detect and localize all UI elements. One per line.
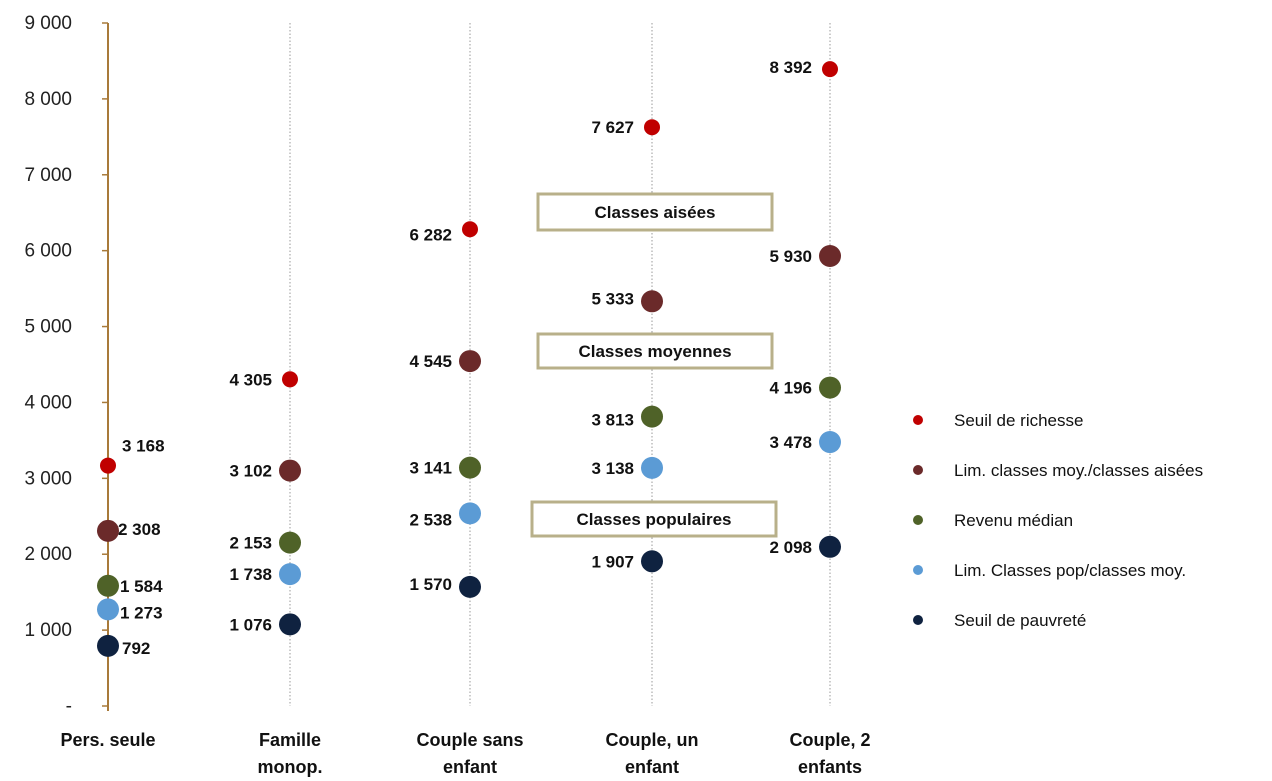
data-label: 3 478 (769, 433, 812, 452)
legend-marker (913, 565, 923, 575)
data-point (459, 502, 481, 525)
data-point (100, 457, 116, 474)
y-tick-label: 7 000 (24, 165, 72, 186)
data-label: 3 138 (591, 459, 634, 478)
data-label: 7 627 (591, 118, 634, 137)
data-point (641, 290, 663, 313)
data-label: 4 545 (409, 352, 452, 371)
class-band-label: Classes populaires (577, 510, 732, 529)
y-tick-label: 8 000 (24, 89, 72, 110)
legend-label: Lim. classes moy./classes aisées (954, 461, 1203, 480)
data-point (819, 244, 841, 267)
x-category-label: Pers. seule (60, 730, 155, 750)
data-label: 5 930 (769, 247, 812, 266)
data-label: 792 (122, 639, 150, 658)
class-band-label: Classes aisées (595, 203, 716, 222)
data-point (97, 519, 119, 542)
data-point (819, 376, 841, 399)
y-tick-label: 6 000 (24, 241, 72, 262)
legend-label: Lim. Classes pop/classes moy. (954, 561, 1186, 580)
data-points (97, 61, 841, 657)
data-label: 1 076 (229, 615, 272, 634)
legend-marker (913, 615, 923, 625)
x-category-label: Couple sans enfant (416, 730, 523, 777)
data-label: 3 102 (229, 462, 272, 481)
y-axis: - 1 000 2 000 3 000 4 000 5 000 6 000 7 000 8 00… (24, 13, 870, 777)
data-label: 2 153 (229, 534, 272, 553)
legend-label: Revenu médian (954, 511, 1073, 530)
data-label: 3 813 (591, 411, 634, 430)
data-label: 6 282 (409, 225, 452, 244)
data-point (462, 221, 478, 238)
data-label: 2 308 (118, 520, 161, 539)
legend-marker (913, 465, 923, 475)
data-label: 1 584 (120, 577, 163, 596)
data-label: 1 273 (120, 603, 163, 622)
x-category-label: Couple, 2 enfants (789, 730, 870, 777)
data-point (97, 574, 119, 597)
data-point (641, 456, 663, 479)
data-point (459, 575, 481, 598)
data-label: 3 141 (409, 459, 452, 478)
class-annotations: Classes aisées Classes moyennes Classes po… (530, 192, 778, 538)
legend-label: Seuil de richesse (954, 411, 1083, 430)
data-point (279, 613, 301, 636)
y-tick-label: 4 000 (24, 392, 72, 413)
class-band-box (530, 500, 778, 538)
data-point (644, 119, 660, 136)
data-label: 8 392 (769, 58, 812, 77)
legend-marker (913, 515, 923, 525)
data-point (279, 563, 301, 586)
legend-label: Seuil de pauvreté (954, 611, 1086, 630)
data-point (459, 350, 481, 373)
data-point (459, 456, 481, 479)
y-tick-label: 5 000 (24, 317, 72, 338)
class-band-box (536, 192, 774, 232)
data-point (279, 459, 301, 482)
x-category-label: Famille monop. (258, 730, 323, 777)
data-point (819, 431, 841, 454)
data-label: 3 168 (122, 437, 165, 456)
data-label: 1 570 (409, 575, 452, 594)
y-tick-label: 2 000 (24, 544, 72, 565)
data-label: 4 305 (229, 370, 272, 389)
data-point (97, 598, 119, 621)
data-label: 4 196 (769, 379, 812, 398)
class-band-label: Classes moyennes (578, 342, 731, 361)
data-point (97, 634, 119, 657)
data-label: 1 738 (229, 565, 272, 584)
data-labels: 3 168 4 305 6 282 7 627 8 392 2 308 3 102 4 545… (118, 58, 812, 658)
y-tick-label: - (66, 696, 72, 717)
data-label: 2 538 (409, 510, 452, 529)
legend: Seuil de richesse Lim. classes moy./class… (913, 411, 1203, 630)
data-point (819, 535, 841, 558)
legend-marker (913, 415, 923, 425)
data-label: 2 098 (769, 538, 812, 557)
data-label: 1 907 (591, 552, 634, 571)
data-point (822, 61, 838, 78)
data-point (641, 405, 663, 428)
y-tick-label: 1 000 (24, 620, 72, 641)
class-band-box (536, 332, 774, 370)
data-point (282, 371, 298, 388)
x-category-label: Couple, un enfant (606, 730, 699, 777)
data-point (641, 550, 663, 573)
data-point (279, 531, 301, 554)
y-tick-label: 9 000 (24, 13, 72, 34)
y-tick-label: 3 000 (24, 468, 72, 489)
data-label: 5 333 (591, 289, 634, 308)
